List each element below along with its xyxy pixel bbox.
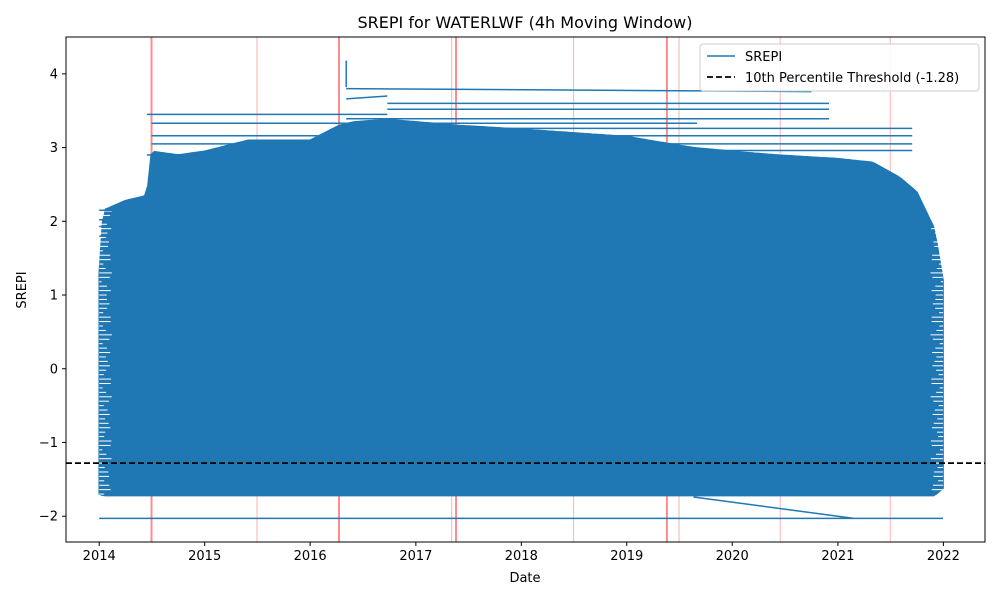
srepi-edge-left: [99, 210, 112, 495]
srepi-segment: [693, 496, 854, 520]
y-tick-label: −1: [39, 436, 58, 451]
x-tick-label: 2020: [716, 549, 749, 564]
x-tick-label: 2021: [821, 549, 854, 564]
x-tick-label: 2019: [610, 549, 643, 564]
y-tick-label: 2: [50, 215, 58, 230]
x-tick-label: 2022: [927, 549, 960, 564]
legend: SREPI 10th Percentile Threshold (-1.28): [699, 43, 980, 92]
srepi-envelope: [98, 118, 944, 497]
chart-title: SREPI for WATERLWF (4h Moving Window): [358, 13, 693, 32]
x-tick-label: 2016: [294, 549, 327, 564]
x-axis-label: Date: [509, 571, 540, 586]
x-axis-ticks: 2014 2015 2016 2017 2018 2019 2020 2021 2022: [83, 542, 960, 564]
y-tick-label: 4: [50, 67, 58, 82]
legend-label-srepi: SREPI: [745, 50, 782, 65]
y-axis-ticks: −2 −1 0 1 2 3 4: [39, 67, 66, 525]
x-tick-label: 2015: [188, 549, 221, 564]
legend-box: [699, 43, 980, 92]
y-tick-label: 3: [50, 141, 58, 156]
x-tick-label: 2017: [399, 549, 432, 564]
y-axis-label: SREPI: [15, 271, 30, 308]
x-tick-label: 2014: [83, 549, 116, 564]
y-tick-label: 0: [50, 362, 58, 377]
y-tick-label: −2: [39, 510, 58, 525]
y-tick-label: 1: [50, 289, 58, 304]
plot-frame: [65, 36, 986, 543]
x-tick-label: 2018: [505, 549, 538, 564]
srepi-edge-right: [930, 210, 944, 495]
srepi-series: [98, 60, 944, 520]
legend-label-threshold: 10th Percentile Threshold (-1.28): [745, 71, 959, 86]
srepi-segment: [346, 95, 388, 100]
